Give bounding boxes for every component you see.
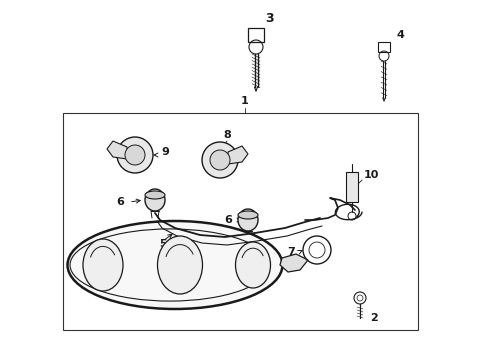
Text: 6: 6	[116, 197, 124, 207]
Ellipse shape	[238, 211, 258, 219]
Ellipse shape	[145, 191, 165, 199]
Ellipse shape	[145, 189, 165, 211]
Bar	[346, 172, 358, 202]
Circle shape	[117, 137, 153, 173]
Text: 2: 2	[370, 313, 378, 323]
Ellipse shape	[238, 209, 258, 231]
Circle shape	[202, 142, 238, 178]
Polygon shape	[280, 254, 308, 272]
Text: 3: 3	[265, 12, 273, 24]
Ellipse shape	[236, 242, 270, 288]
Text: 10: 10	[363, 170, 379, 180]
Text: 5: 5	[159, 239, 167, 249]
Circle shape	[210, 150, 230, 170]
Text: 6: 6	[224, 215, 232, 225]
Ellipse shape	[68, 221, 283, 309]
FancyBboxPatch shape	[378, 42, 390, 52]
Ellipse shape	[83, 239, 123, 291]
Text: 7: 7	[287, 247, 295, 257]
Text: 4: 4	[396, 30, 404, 40]
Text: 9: 9	[161, 147, 169, 157]
Circle shape	[125, 145, 145, 165]
Text: 1: 1	[241, 96, 249, 106]
Bar	[63, 113, 418, 330]
Polygon shape	[228, 146, 248, 164]
FancyBboxPatch shape	[248, 28, 264, 42]
Ellipse shape	[157, 236, 202, 294]
Text: 8: 8	[223, 130, 231, 140]
Polygon shape	[107, 141, 127, 159]
